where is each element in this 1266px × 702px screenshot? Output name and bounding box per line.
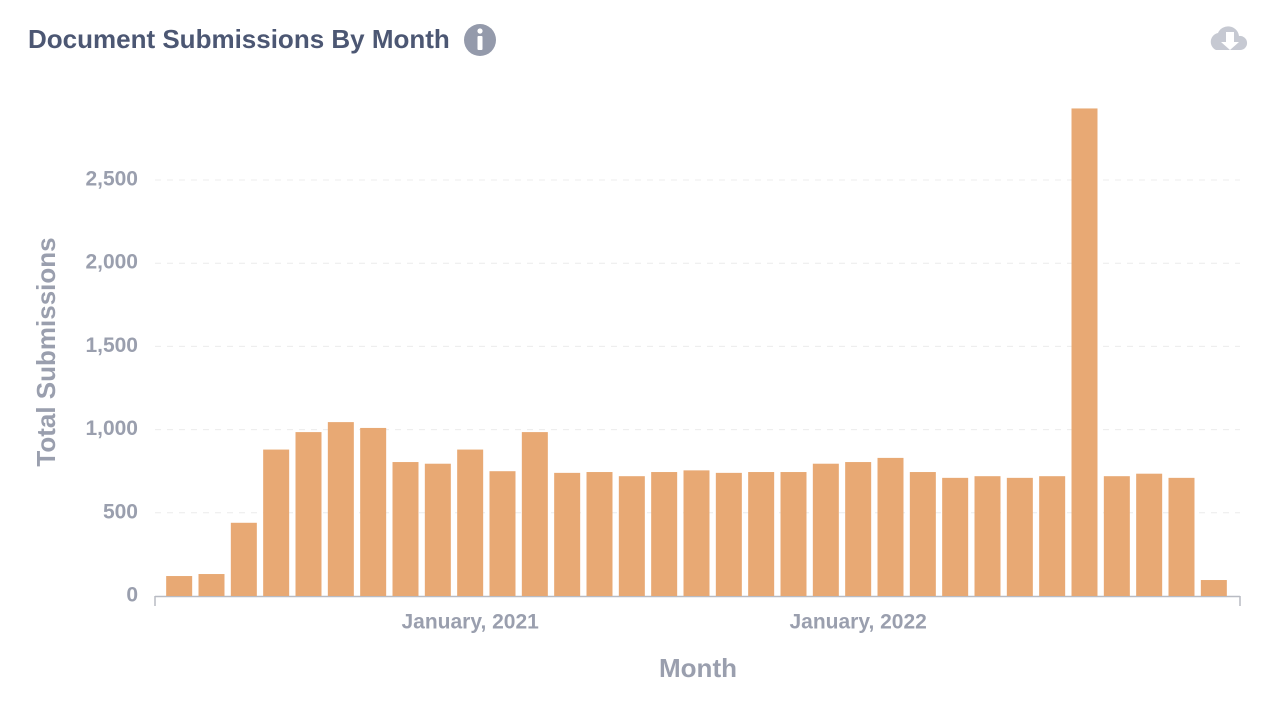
bar (554, 472, 581, 596)
bar (263, 449, 290, 596)
bar (618, 476, 645, 596)
bar (1103, 476, 1130, 596)
bar (909, 472, 936, 596)
y-tick-label: 2,000 (85, 251, 138, 274)
bar (748, 472, 775, 596)
bar (651, 472, 678, 596)
bar (295, 432, 322, 596)
bar (489, 471, 516, 596)
bar (1136, 473, 1163, 596)
x-axis-label: Month (659, 653, 737, 683)
bar (974, 476, 1001, 596)
x-tick-label: January, 2021 (401, 611, 539, 634)
y-tick-label: 500 (103, 500, 138, 523)
bar (327, 422, 354, 596)
bar (457, 449, 484, 596)
bar (166, 576, 193, 596)
bar (1006, 477, 1033, 596)
bar (942, 477, 969, 596)
y-tick-label: 1,500 (85, 334, 138, 357)
bar (392, 462, 419, 596)
y-axis-label: Total Submissions (31, 237, 61, 466)
info-icon[interactable] (464, 24, 496, 56)
bar (1168, 477, 1195, 596)
bar (1200, 580, 1227, 596)
y-tick-label: 2,500 (85, 168, 138, 191)
bar (780, 472, 807, 596)
bar (230, 522, 257, 596)
bar (877, 457, 904, 596)
bar (845, 462, 872, 596)
bar (715, 472, 742, 596)
bar (1039, 476, 1066, 596)
bar (198, 574, 225, 596)
download-icon[interactable] (1210, 26, 1248, 50)
bar (521, 432, 548, 596)
x-tick-label: January, 2022 (789, 611, 926, 634)
y-tick-label: 0 (126, 584, 138, 607)
bar (360, 427, 387, 596)
y-tick-label: 1,000 (85, 417, 138, 440)
bar (812, 463, 839, 596)
bar (586, 472, 613, 596)
bar (683, 470, 710, 596)
chart-title: Document Submissions By Month (28, 24, 450, 54)
bar (424, 463, 451, 596)
bar (1071, 108, 1098, 596)
